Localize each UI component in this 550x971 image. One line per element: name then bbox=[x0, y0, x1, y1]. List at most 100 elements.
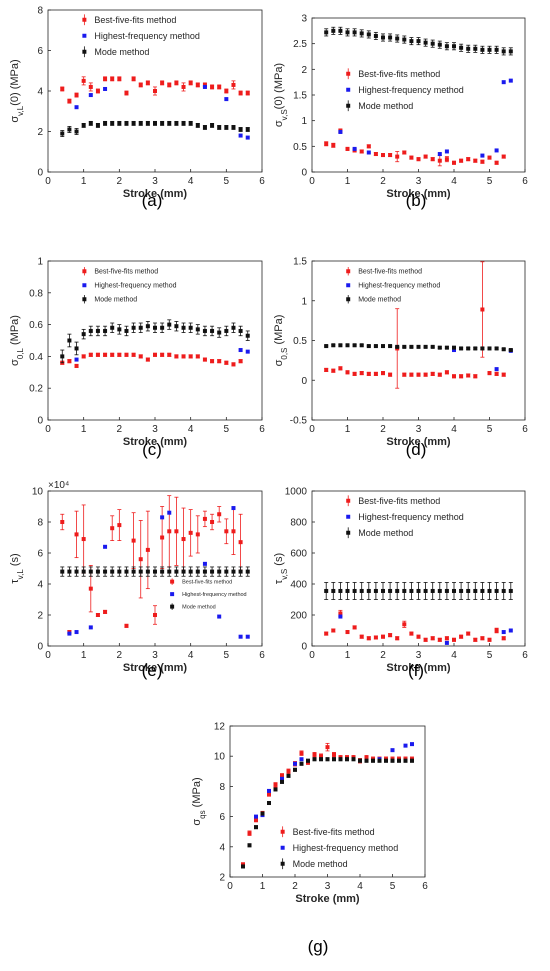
legend-marker bbox=[170, 592, 175, 597]
data-point bbox=[273, 782, 278, 787]
data-point bbox=[167, 529, 172, 534]
x-tick-label: 6 bbox=[259, 650, 265, 661]
data-point bbox=[210, 123, 215, 128]
series-highest bbox=[74, 348, 250, 362]
y-tick-label: 4 bbox=[37, 87, 43, 98]
data-point bbox=[224, 569, 229, 574]
data-point bbox=[88, 328, 93, 333]
data-point bbox=[138, 569, 143, 574]
data-point bbox=[174, 354, 179, 359]
x-axis-label: Stroke (mm) bbox=[386, 436, 451, 448]
series-best bbox=[60, 495, 243, 635]
data-point bbox=[366, 144, 371, 149]
data-point bbox=[74, 630, 79, 635]
data-point bbox=[331, 588, 336, 593]
data-point bbox=[103, 86, 108, 91]
data-point bbox=[174, 324, 179, 329]
data-point bbox=[210, 328, 215, 333]
data-point bbox=[210, 569, 215, 574]
legend-label: Mode method bbox=[94, 297, 137, 304]
y-tick-label: 0 bbox=[37, 416, 43, 427]
data-point bbox=[345, 30, 350, 35]
y-axis-label: τv,S (s) bbox=[273, 553, 289, 584]
data-point bbox=[138, 82, 143, 87]
data-point bbox=[210, 520, 215, 524]
data-point bbox=[390, 748, 395, 753]
data-point bbox=[501, 80, 506, 85]
y-tick-label: 4 bbox=[219, 842, 225, 853]
legend-label: Mode method bbox=[182, 605, 216, 611]
data-point bbox=[267, 791, 271, 796]
data-point bbox=[160, 121, 165, 126]
data-point bbox=[403, 743, 408, 748]
data-point bbox=[88, 569, 93, 574]
data-point bbox=[345, 630, 350, 635]
data-point bbox=[67, 569, 72, 574]
data-point bbox=[388, 35, 393, 40]
legend-marker bbox=[346, 530, 351, 535]
x-tick-label: 0 bbox=[309, 176, 315, 187]
data-point bbox=[238, 634, 243, 639]
data-point bbox=[366, 150, 371, 155]
data-point bbox=[160, 515, 165, 520]
y-tick-label: 6 bbox=[37, 549, 43, 560]
legend-marker bbox=[346, 269, 351, 274]
data-point bbox=[395, 154, 400, 159]
data-point bbox=[473, 588, 478, 593]
series-mode bbox=[60, 120, 250, 137]
data-point bbox=[245, 333, 250, 338]
series-best bbox=[60, 76, 250, 104]
y-tick-label: 0 bbox=[37, 642, 43, 653]
data-point bbox=[332, 757, 336, 762]
data-point bbox=[81, 78, 86, 83]
x-tick-label: 4 bbox=[188, 176, 194, 187]
data-point bbox=[267, 801, 271, 806]
legend-label: Highest-frequency method bbox=[94, 31, 200, 41]
series-best bbox=[324, 128, 506, 167]
legend-marker bbox=[346, 514, 351, 519]
data-point bbox=[224, 328, 229, 333]
data-point bbox=[452, 637, 456, 642]
data-point bbox=[74, 532, 79, 537]
data-point bbox=[103, 352, 108, 357]
data-point bbox=[437, 158, 442, 163]
legend-label: Best-five-fits method bbox=[293, 827, 375, 837]
y-tick-label: 8 bbox=[219, 782, 225, 793]
data-point bbox=[153, 89, 157, 93]
data-point bbox=[366, 588, 371, 593]
data-point bbox=[245, 135, 250, 140]
data-point bbox=[217, 84, 222, 89]
data-point bbox=[238, 133, 243, 138]
legend-marker bbox=[346, 498, 351, 503]
data-point bbox=[188, 121, 193, 126]
data-point bbox=[373, 588, 378, 593]
legend: Best-five-fits method Highest-frequency m… bbox=[346, 495, 464, 539]
legend-marker bbox=[346, 71, 351, 76]
data-point bbox=[145, 324, 150, 329]
data-point bbox=[437, 42, 442, 47]
legend: Best-five-fits method Highest-frequency m… bbox=[346, 267, 440, 304]
legend-marker bbox=[170, 579, 175, 584]
data-point bbox=[131, 569, 136, 574]
data-point bbox=[403, 758, 408, 763]
data-point bbox=[352, 371, 357, 376]
data-point bbox=[167, 510, 172, 515]
data-point bbox=[371, 758, 375, 763]
y-axis-label: τv,L (s) bbox=[9, 553, 25, 583]
data-point bbox=[181, 121, 186, 126]
data-point bbox=[494, 367, 499, 372]
legend-label: Mode method bbox=[94, 47, 149, 57]
x-tick-label: 6 bbox=[522, 650, 528, 661]
data-point bbox=[217, 512, 222, 517]
y-tick-label: 4 bbox=[37, 580, 43, 591]
data-point bbox=[181, 354, 186, 359]
y-tick-label: 0.8 bbox=[29, 288, 43, 299]
data-point bbox=[238, 328, 243, 333]
data-point bbox=[167, 322, 172, 327]
x-axis-label: Stroke (mm) bbox=[123, 436, 188, 448]
data-point bbox=[202, 569, 207, 574]
data-point bbox=[103, 121, 108, 126]
x-tick-label: 0 bbox=[45, 650, 51, 661]
data-point bbox=[247, 843, 252, 848]
y-tick-label: 8 bbox=[37, 518, 43, 529]
